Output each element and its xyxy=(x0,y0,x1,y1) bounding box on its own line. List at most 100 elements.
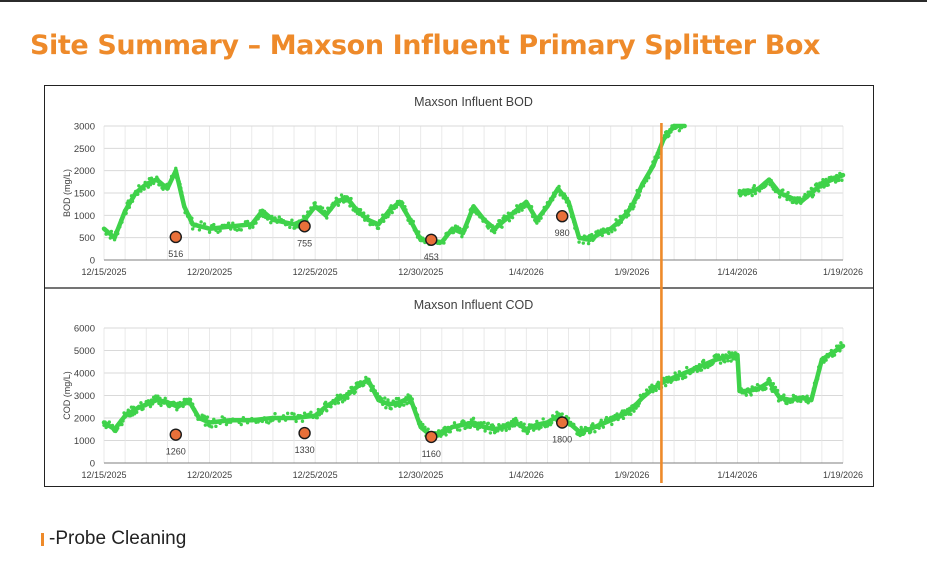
cod-series-point xyxy=(662,380,667,384)
cod-series-point xyxy=(701,358,706,363)
cod-series-point xyxy=(560,412,564,416)
cod-series-point xyxy=(771,382,776,386)
cod-series-point xyxy=(373,389,378,393)
cod-series-point xyxy=(325,409,329,413)
bod-series-point xyxy=(466,219,470,223)
cod-series-point xyxy=(749,393,753,397)
cod-series-point xyxy=(699,368,704,372)
slide-title: Site Summary – Maxson Influent Primary S… xyxy=(30,30,821,61)
bod-series-point xyxy=(514,211,518,215)
cod-series-point xyxy=(403,399,407,404)
cod-series-point xyxy=(307,412,311,417)
cod-series-point xyxy=(588,430,593,434)
bod-series-point xyxy=(821,177,825,182)
bod-series-point xyxy=(273,216,277,220)
cod-series-point xyxy=(186,402,191,406)
cod-series-point xyxy=(676,377,681,381)
bod-series-point xyxy=(808,190,812,194)
cod-series-point xyxy=(357,384,362,388)
bod-series-point xyxy=(290,218,294,222)
bod-y-tick-label: 3000 xyxy=(74,122,95,133)
bod-series-point xyxy=(626,213,631,217)
bod-series-point xyxy=(224,223,229,228)
cod-series-point xyxy=(241,416,246,420)
bod-series-point xyxy=(411,219,416,224)
cod-series-point xyxy=(482,420,486,425)
cod-series-point xyxy=(209,425,214,429)
cod-series-line xyxy=(207,418,233,425)
cod-series-point xyxy=(333,401,337,406)
cod-series-point xyxy=(768,378,772,383)
cod-series-point xyxy=(744,393,748,397)
cod-series-point xyxy=(484,425,488,430)
bod-series-point xyxy=(112,237,117,242)
bod-series-point xyxy=(133,189,138,194)
bod-series-point xyxy=(149,176,154,180)
cod-series-point xyxy=(341,394,346,398)
bod-series-point xyxy=(753,191,758,196)
bod-series-point xyxy=(349,196,353,201)
cod-series-point xyxy=(409,401,413,406)
bod-series-point xyxy=(667,134,671,138)
cod-series-point xyxy=(606,419,611,424)
bod-series-point xyxy=(127,205,132,209)
cod-series-point xyxy=(367,377,371,382)
bod-series-point xyxy=(652,163,656,168)
cod-series-point xyxy=(294,419,298,424)
cod-series-point xyxy=(392,400,397,404)
bod-series-point xyxy=(463,228,467,232)
bod-series-point xyxy=(563,194,568,198)
cod-series-point xyxy=(666,380,670,384)
cod-series-point xyxy=(384,406,388,410)
bod-series-point xyxy=(275,220,279,224)
bod-series-point xyxy=(480,214,484,219)
cod-series-point xyxy=(824,358,828,362)
cod-series-point xyxy=(366,381,370,385)
bod-series-point xyxy=(197,228,202,232)
legend-label: -Probe Cleaning xyxy=(49,528,187,549)
bod-x-tick-label: 1/19/2026 xyxy=(823,267,863,277)
bod-series-point xyxy=(335,197,340,202)
cod-series-point xyxy=(283,418,288,422)
cod-series-point xyxy=(549,421,554,425)
bod-series-point xyxy=(791,200,796,205)
cod-series-point xyxy=(408,394,412,398)
bod-series-point xyxy=(311,207,315,212)
bod-series-point xyxy=(486,226,490,230)
bod-series-point xyxy=(218,229,222,233)
cod-series-point xyxy=(260,419,265,424)
bod-grab-sample-marker xyxy=(298,220,311,233)
cod-series-point xyxy=(462,419,466,424)
cod-series-point xyxy=(632,409,636,413)
bod-series-point xyxy=(531,214,536,218)
bod-series-point xyxy=(750,193,754,198)
bod-y-tick-label: 2000 xyxy=(74,166,95,177)
cod-series-point xyxy=(277,419,281,423)
bod-series-point xyxy=(799,201,803,205)
cod-y-tick-label: 4000 xyxy=(74,369,95,380)
bod-grab-sample-marker xyxy=(169,230,182,244)
cod-series-line xyxy=(112,413,128,432)
cod-series-point xyxy=(426,427,430,431)
cod-grab-sample-marker xyxy=(555,416,569,429)
bod-series-point xyxy=(281,219,286,223)
bod-series-point xyxy=(564,200,569,204)
bod-series-point xyxy=(794,201,799,205)
bod-series-point xyxy=(190,216,194,220)
bod-series-point xyxy=(189,221,193,225)
cod-series-point xyxy=(697,362,702,367)
bod-series-point xyxy=(473,207,478,212)
bod-series-point xyxy=(285,222,290,226)
cod-series-point xyxy=(224,422,229,427)
bod-x-tick-label: 12/15/2025 xyxy=(81,267,126,277)
bod-series-point xyxy=(124,211,128,216)
cod-series-point xyxy=(522,422,526,426)
bod-series-point xyxy=(251,225,255,229)
bod-series-point xyxy=(505,215,509,220)
cod-series-point xyxy=(723,360,727,364)
cod-series-point xyxy=(647,390,651,394)
cod-series-point xyxy=(719,356,724,361)
cod-series-point xyxy=(439,434,443,438)
bod-series-point xyxy=(185,211,189,215)
cod-series-point xyxy=(799,399,803,404)
